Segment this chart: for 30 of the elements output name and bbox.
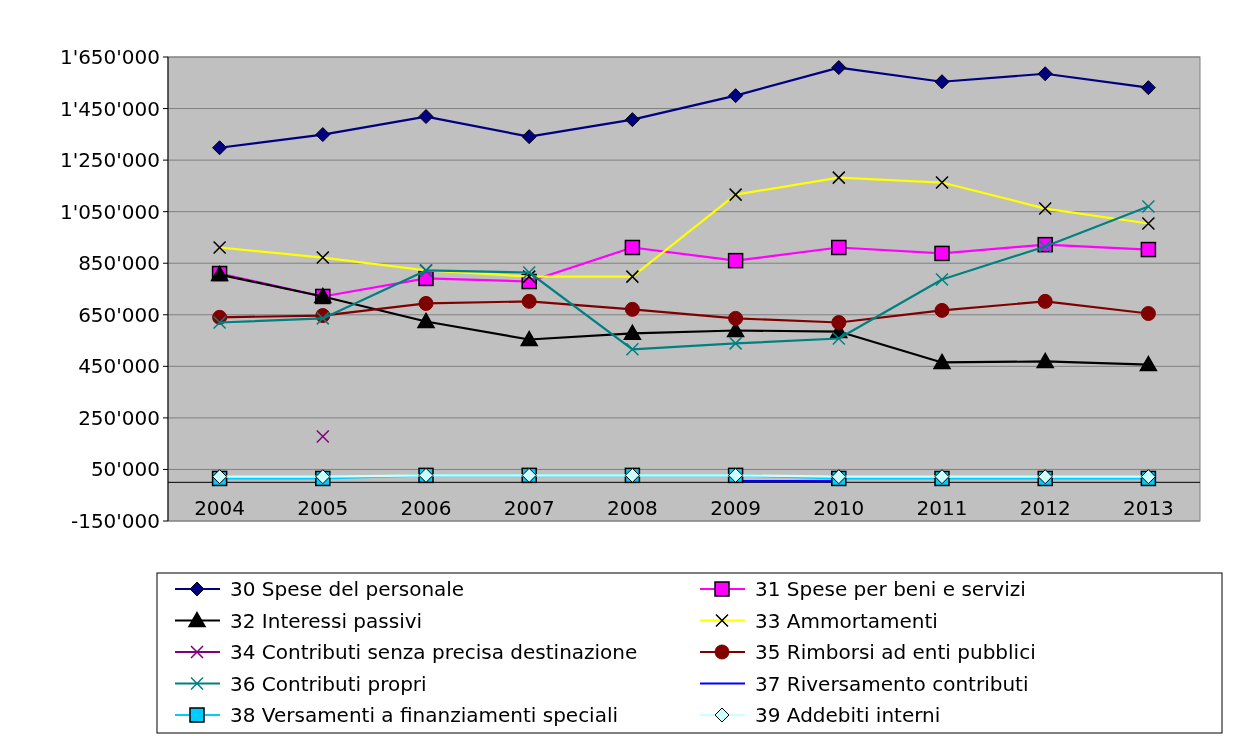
legend-label: 37 Riversamento contributi bbox=[755, 671, 1029, 696]
y-tick-label: 450'000 bbox=[78, 354, 160, 379]
x-tick-label: 2006 bbox=[400, 496, 452, 520]
legend-label: 35 Rimborsi ad enti pubblici bbox=[755, 640, 1036, 664]
x-tick-label: 2004 bbox=[194, 496, 246, 520]
legend-label: 33 Ammortamenti bbox=[755, 608, 938, 633]
y-tick-label: 1'250'000 bbox=[59, 148, 160, 173]
x-tick-label: 2007 bbox=[503, 496, 555, 520]
y-tick-label: 850'000 bbox=[78, 251, 160, 276]
x-tick-label: 2013 bbox=[1122, 496, 1174, 520]
x-tick-label: 2008 bbox=[606, 496, 658, 520]
x-tick-label: 2010 bbox=[813, 496, 865, 520]
legend-label: 32 Interessi passivi bbox=[230, 608, 423, 633]
y-tick-label: 250'000 bbox=[78, 405, 160, 430]
x-tick-label: 2005 bbox=[297, 496, 349, 520]
y-tick-label: 50'000 bbox=[90, 457, 160, 482]
x-tick-label: 2009 bbox=[710, 496, 762, 520]
y-tick-label: 1'650'000 bbox=[59, 45, 160, 69]
y-tick-label: 650'000 bbox=[78, 302, 160, 327]
y-tick-label: 1'450'000 bbox=[59, 96, 160, 121]
legend-label: 38 Versamenti a finanziamenti speciali bbox=[230, 703, 619, 727]
legend-label: 36 Contributi propri bbox=[230, 671, 427, 696]
legend-label: 31 Spese per beni e servizi bbox=[755, 577, 1026, 601]
y-tick-label: 1'050'000 bbox=[59, 199, 160, 224]
legend-label: 34 Contributi senza precisa destinazione bbox=[230, 640, 638, 664]
x-tick-label: 2012 bbox=[1019, 496, 1071, 520]
y-tick-label: -150'000 bbox=[70, 509, 160, 533]
legend-label: 39 Addebiti interni bbox=[755, 703, 941, 727]
x-tick-label: 2011 bbox=[916, 496, 968, 520]
legend-label: 30 Spese del personale bbox=[230, 577, 465, 601]
